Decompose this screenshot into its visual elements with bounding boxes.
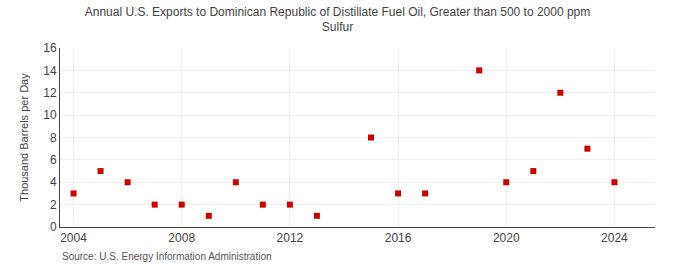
- svg-text:2008: 2008: [168, 231, 195, 245]
- svg-text:4: 4: [50, 175, 57, 189]
- svg-text:2016: 2016: [385, 231, 412, 245]
- svg-text:0: 0: [50, 220, 57, 234]
- svg-text:Annual U.S. Exports to Dominic: Annual U.S. Exports to Dominican Republi…: [85, 5, 591, 35]
- svg-text:Source: U.S. Energy Informatio: Source: U.S. Energy Information Administ…: [62, 251, 272, 262]
- svg-text:2024: 2024: [601, 231, 628, 245]
- svg-text:14: 14: [43, 64, 57, 78]
- svg-text:8: 8: [50, 131, 57, 145]
- svg-text:2: 2: [50, 198, 57, 212]
- svg-text:10: 10: [43, 108, 57, 122]
- svg-text:Thousand Barrels per Day: Thousand Barrels per Day: [18, 73, 30, 202]
- svg-text:2004: 2004: [60, 231, 87, 245]
- svg-text:16: 16: [43, 41, 57, 55]
- svg-text:12: 12: [43, 86, 57, 100]
- svg-text:2012: 2012: [277, 231, 304, 245]
- svg-text:2020: 2020: [493, 231, 520, 245]
- svg-text:6: 6: [50, 153, 57, 167]
